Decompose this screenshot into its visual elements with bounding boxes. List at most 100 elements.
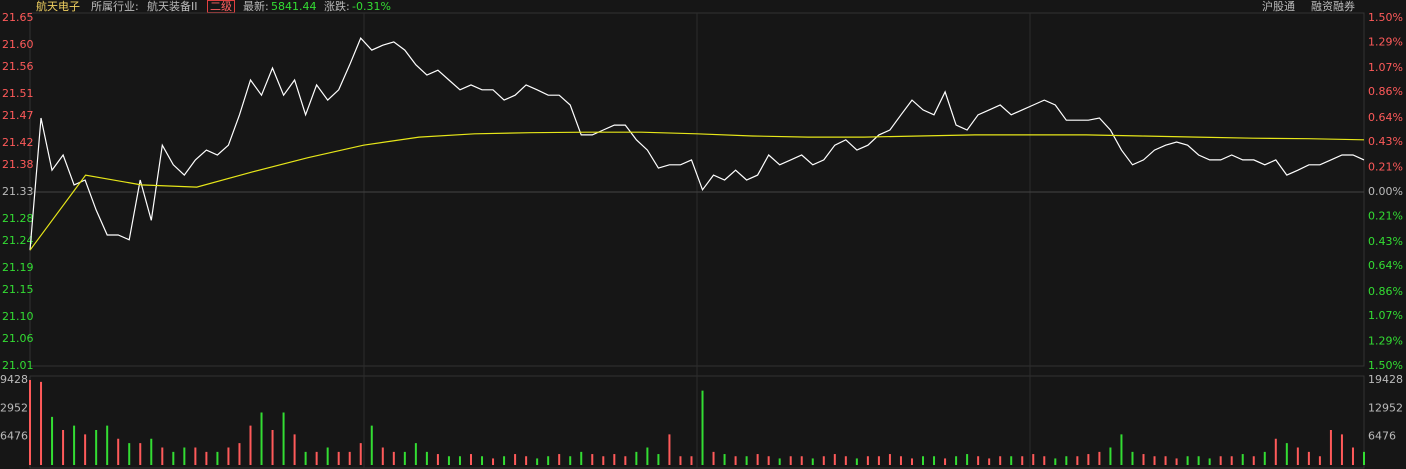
industry-label: 所属行业:: [91, 0, 139, 13]
y2-tick-label: 1.07%: [1368, 61, 1403, 74]
volume-bar: [690, 456, 693, 465]
volume-bar: [1252, 456, 1255, 465]
volume-bar: [844, 456, 847, 465]
volume-bar: [271, 429, 274, 465]
volume-bar: [745, 456, 748, 465]
price-line: [29, 37, 1365, 251]
volume-bar: [800, 456, 803, 465]
volume-bar: [767, 456, 770, 465]
vol-tick-label-right: 12952: [1368, 401, 1403, 414]
volume-bar: [910, 458, 913, 465]
vol-tick-label: 12952: [0, 401, 28, 414]
volume-bar: [403, 451, 406, 465]
volume-bar: [172, 451, 175, 465]
vol-tick-label: 19428: [0, 373, 28, 386]
volume-bar: [392, 451, 395, 465]
volume-bar: [558, 454, 561, 465]
volume-bar: [536, 458, 539, 465]
volume-bar: [1054, 458, 1057, 465]
volume-bar: [1241, 454, 1244, 465]
volume-bar: [1032, 454, 1035, 465]
volume-bar: [1208, 458, 1211, 465]
y-tick-label: 21.01: [2, 359, 34, 372]
volume-bar: [1153, 456, 1156, 465]
change-label: 涨跌:: [324, 0, 350, 13]
volume-bar: [73, 425, 76, 465]
volume-bar: [139, 443, 142, 465]
y-tick-label: 21.51: [2, 87, 34, 100]
hk-connect[interactable]: 沪股通: [1262, 0, 1295, 13]
y2-tick-label: 0.86%: [1368, 285, 1403, 298]
volume-bar: [1351, 447, 1354, 465]
volume-bar: [1285, 443, 1288, 465]
y-tick-label: 21.19: [2, 261, 34, 274]
volume-bar: [1098, 451, 1101, 465]
volume-bar: [1021, 456, 1024, 465]
volume-bar: [381, 447, 384, 465]
volume-bar: [1142, 454, 1145, 465]
y-tick-label: 21.42: [2, 136, 34, 149]
volume-bar: [1363, 451, 1365, 465]
volume-bar: [1263, 451, 1266, 465]
volume-bar: [1296, 447, 1299, 465]
volume-bar: [547, 456, 550, 465]
stock-name: 航天电子: [36, 0, 80, 13]
volume-bar: [293, 434, 296, 465]
volume-bar: [624, 456, 627, 465]
y-tick-label: 21.33: [2, 185, 34, 198]
volume-bar: [161, 447, 164, 465]
volume-bar: [469, 454, 472, 465]
volume-bar: [723, 454, 726, 465]
volume-bar: [1186, 456, 1189, 465]
y-tick-label: 21.24: [2, 234, 34, 247]
volume-bar: [988, 458, 991, 465]
volume-bar: [1274, 438, 1277, 465]
volume-bar: [315, 451, 318, 465]
y-tick-label: 21.38: [2, 158, 34, 171]
margin-trading[interactable]: 融资融券: [1311, 0, 1355, 13]
volume-bar: [668, 434, 671, 465]
volume-bar: [525, 456, 528, 465]
volume-bar: [227, 447, 230, 465]
volume-bar: [40, 381, 43, 465]
volume-bar: [756, 454, 759, 465]
y2-tick-label: 1.29%: [1368, 35, 1403, 48]
y2-tick-label: 1.07%: [1368, 309, 1403, 322]
volume-bar: [646, 447, 649, 465]
volume-bar: [304, 451, 307, 465]
vol-tick-label-right: 6476: [1368, 430, 1396, 443]
volume-bar: [701, 390, 704, 465]
y-tick-label: 21.06: [2, 332, 34, 345]
volume-bar: [833, 454, 836, 465]
volume-bar: [62, 429, 65, 465]
volume-bar: [1109, 447, 1112, 465]
y-tick-label: 21.60: [2, 38, 34, 51]
volume-bar: [1318, 456, 1321, 465]
y-tick-label: 21.10: [2, 310, 34, 323]
volume-bar: [734, 456, 737, 465]
y2-tick-label: 0.21%: [1368, 161, 1403, 174]
volume-bar: [425, 451, 428, 465]
volume-bar: [106, 425, 109, 465]
volume-bar: [337, 451, 340, 465]
price-line: [29, 131, 1365, 251]
volume-bar: [1197, 456, 1200, 465]
y-tick-label: 21.56: [2, 60, 34, 73]
volume-bar: [492, 458, 495, 465]
volume-bar: [899, 456, 902, 465]
volume-bar: [778, 458, 781, 465]
volume-bar: [436, 454, 439, 465]
volume-bar: [1329, 429, 1332, 465]
volume-bar: [447, 456, 450, 465]
change-value: -0.31%: [352, 0, 391, 13]
volume-bar: [194, 447, 197, 465]
volume-bar: [944, 458, 947, 465]
volume-bar: [29, 380, 31, 465]
volume-bar: [128, 443, 131, 465]
volume-bar: [249, 425, 252, 465]
volume-bar: [635, 451, 638, 465]
volume-bar: [1010, 456, 1013, 465]
y2-tick-label: 0.43%: [1368, 135, 1403, 148]
